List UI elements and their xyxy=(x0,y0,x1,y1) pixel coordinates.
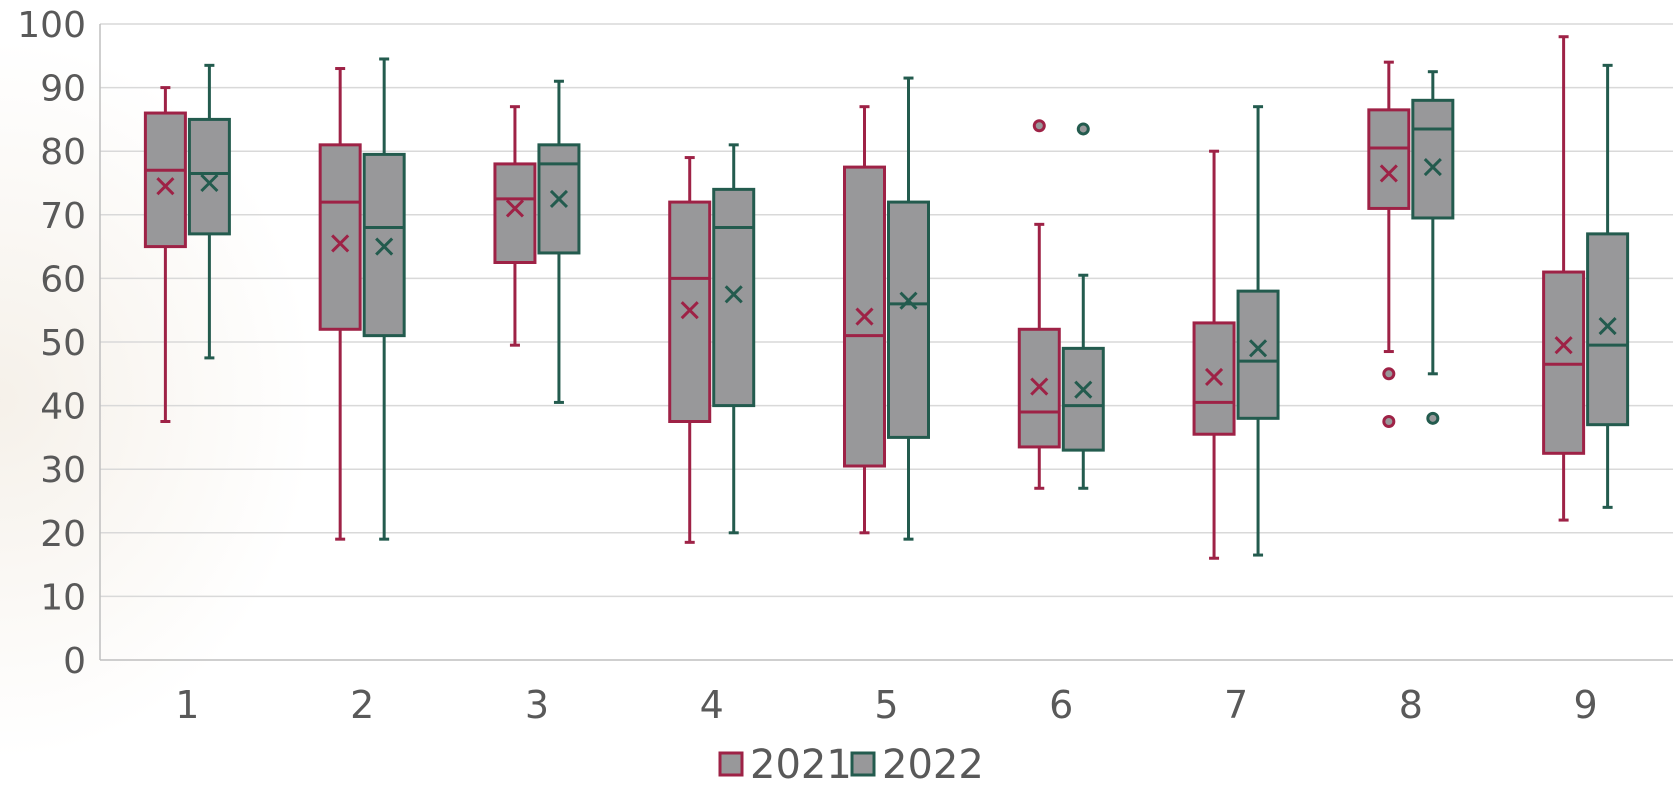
x-axis: 1 2 3 4 5 6 7 8 9 xyxy=(175,683,1597,727)
box-2022-7 xyxy=(1236,105,1280,557)
y-tick-label-50: 50 xyxy=(40,323,86,364)
y-axis: 0 10 20 30 40 50 60 70 80 90 100 xyxy=(17,5,101,682)
y-tick-label-70: 70 xyxy=(40,196,86,237)
mean-marker xyxy=(1598,317,1617,336)
mean-marker xyxy=(549,189,569,208)
y-tick-label-20: 20 xyxy=(40,514,86,555)
x-tick-label-2: 2 xyxy=(350,683,374,727)
box-2021-7 xyxy=(1192,149,1236,560)
box-2021-6 xyxy=(1017,119,1061,490)
x-tick-label-5: 5 xyxy=(874,683,898,727)
legend-label-2022: 2022 xyxy=(882,742,984,788)
y-tick-label-100: 100 xyxy=(17,5,86,46)
box-2022-1 xyxy=(187,63,231,360)
outlier-point xyxy=(1032,119,1046,133)
iqr-box xyxy=(1017,327,1061,449)
box-2021-5 xyxy=(843,105,886,535)
iqr-box xyxy=(318,143,362,331)
iqr-box xyxy=(1367,108,1411,210)
mean-marker xyxy=(899,291,918,310)
legend: 2021 2022 xyxy=(718,742,984,788)
mean-marker xyxy=(1030,377,1049,396)
mean-marker xyxy=(505,199,525,218)
mean-marker xyxy=(1204,367,1224,387)
legend-swatch-2021 xyxy=(718,751,744,777)
iqr-box xyxy=(1061,346,1105,452)
mean-marker xyxy=(1248,339,1268,358)
box-2021-9 xyxy=(1542,35,1586,522)
box-2022-8 xyxy=(1411,70,1455,425)
iqr-box xyxy=(1542,270,1586,455)
box-2022-2 xyxy=(362,57,406,541)
iqr-box xyxy=(187,117,231,236)
iqr-box xyxy=(1236,289,1280,420)
y-tick-label-0: 0 xyxy=(63,641,86,682)
box-2021-1 xyxy=(143,86,187,423)
mean-marker xyxy=(724,285,743,304)
box-2022-5 xyxy=(887,76,930,541)
x-tick-label-1: 1 xyxy=(175,683,199,727)
box-2022-4 xyxy=(712,143,756,535)
mean-marker xyxy=(331,234,350,253)
box-2022-9 xyxy=(1586,63,1630,509)
outlier-point xyxy=(1382,367,1396,381)
iqr-box xyxy=(1192,321,1236,436)
x-tick-label-7: 7 xyxy=(1224,683,1248,727)
series-2022 xyxy=(187,57,1630,557)
box-2021-2 xyxy=(318,67,362,541)
legend-entry-2021: 2021 xyxy=(718,742,852,788)
iqr-box xyxy=(493,162,537,264)
x-tick-label-4: 4 xyxy=(700,683,724,727)
legend-entry-2022: 2022 xyxy=(850,742,984,788)
plot-area xyxy=(143,35,1630,560)
mean-marker xyxy=(1379,164,1398,183)
iqr-box xyxy=(887,200,930,439)
watermark-pattern xyxy=(0,0,700,799)
y-tick-label-90: 90 xyxy=(40,69,86,110)
box-2022-6 xyxy=(1061,122,1105,490)
y-tick-label-60: 60 xyxy=(40,259,86,300)
x-tick-label-9: 9 xyxy=(1574,683,1598,727)
outlier-point xyxy=(1076,122,1090,136)
box-2021-4 xyxy=(668,156,712,544)
mean-marker xyxy=(855,307,874,326)
iqr-box xyxy=(1411,98,1455,220)
y-tick-label-10: 10 xyxy=(40,577,86,618)
mean-marker xyxy=(1074,380,1093,399)
y-tick-label-40: 40 xyxy=(40,387,86,428)
series-2021 xyxy=(143,35,1586,560)
outlier-point xyxy=(1382,415,1396,428)
mean-marker xyxy=(156,177,175,196)
legend-label-2021: 2021 xyxy=(750,742,852,788)
iqr-box xyxy=(1586,232,1630,427)
mean-marker xyxy=(1423,158,1442,177)
box-2022-3 xyxy=(537,79,581,404)
outlier-point xyxy=(1426,411,1440,425)
box-2021-8 xyxy=(1367,60,1411,428)
box-2021-3 xyxy=(493,105,537,347)
legend-swatch-2022 xyxy=(850,751,876,777)
mean-marker xyxy=(200,173,219,193)
y-tick-label-30: 30 xyxy=(40,450,86,491)
y-tick-label-80: 80 xyxy=(40,132,86,173)
gridlines xyxy=(100,23,1673,661)
iqr-box xyxy=(712,187,756,408)
x-tick-label-3: 3 xyxy=(525,683,549,727)
mean-marker xyxy=(375,237,394,256)
x-tick-label-6: 6 xyxy=(1049,683,1073,727)
x-tick-label-8: 8 xyxy=(1399,683,1423,727)
iqr-box xyxy=(143,111,187,249)
mean-marker xyxy=(1554,336,1573,355)
mean-marker xyxy=(680,301,699,320)
